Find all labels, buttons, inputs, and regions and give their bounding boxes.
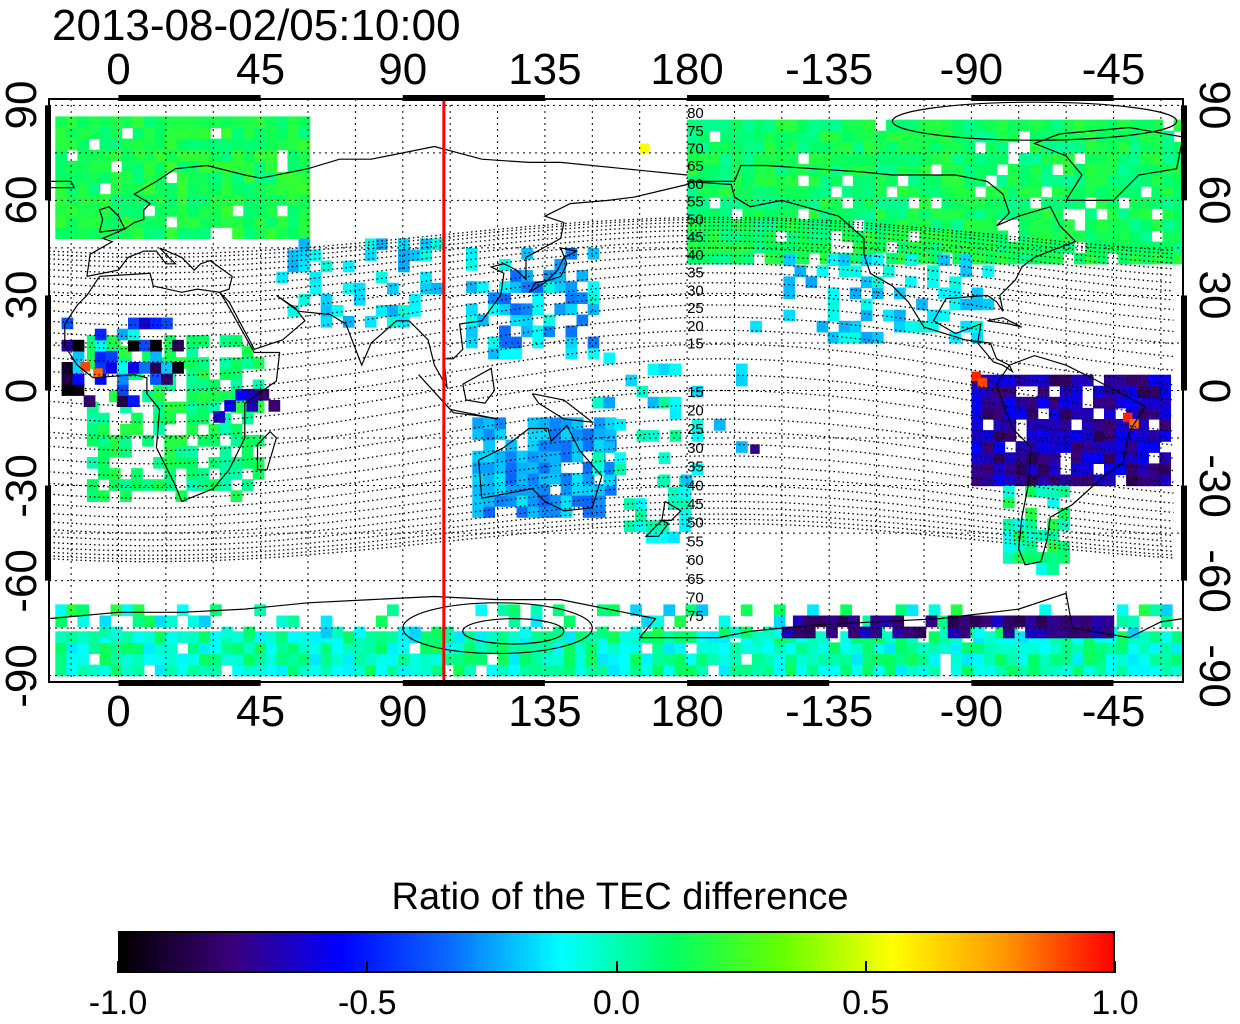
longitude-tick-label: 45 [236,45,286,94]
contour-label: 15 [687,336,704,353]
latitude-tick-label: 0 [1190,378,1239,403]
colorbar-tick-label: 1.0 [1091,984,1139,1022]
contour-label: 50 [687,515,704,532]
contour-label: 40 [687,247,704,264]
contour-label: 55 [687,533,704,550]
longitude-tick-label: -135 [785,687,874,736]
magnetic-latitude-contours: 8075706560555045403530252015152025303540… [49,101,1178,655]
contour-label: 70 [687,590,704,607]
latitude-tick-label: -60 [1190,548,1239,613]
latitude-tick-label: 90 [0,80,46,130]
contour-label: 65 [687,158,704,175]
longitude-tick-label: -45 [1081,687,1146,736]
colorbar-tick-mark [615,961,618,973]
timestamp-title: 2013-08-02/05:10:00 [52,1,461,50]
colorbar-tick-mark [1114,961,1116,973]
longitude-tick-label: -90 [939,45,1004,94]
contour-label: 70 [687,141,704,158]
map-frame [45,95,1187,686]
latitude-tick-label: -30 [1190,453,1239,518]
contour-label: 45 [687,229,704,246]
longitude-tick-label: -135 [785,45,874,94]
contour-label: 30 [687,440,704,457]
longitude-tick-label: 180 [650,687,724,736]
colorbar-tick-label: 0.5 [842,984,890,1022]
longitude-tick-label: 0 [106,45,131,94]
longitude-tick-label: -90 [939,687,1004,736]
longitude-tick-label: 45 [236,687,286,736]
contour-label: 40 [687,477,704,494]
contour-label: 50 [687,212,704,229]
graticule-grid [49,99,1183,682]
latitude-tick-label: 90 [1190,80,1239,130]
latitude-tick-label: 30 [0,270,46,320]
contour-label: 75 [687,123,704,140]
latitude-tick-label: 60 [0,175,46,225]
contour-label: 20 [687,403,704,420]
contour-label: 20 [687,318,704,335]
contour-label: 25 [687,421,704,438]
longitude-tick-label: 135 [508,45,582,94]
contour-label: 45 [687,496,704,513]
contour-label: 15 [687,384,704,401]
colorbar-tick-mark [117,961,119,973]
contour-label: 80 [687,105,704,122]
tec-ratio-patches [55,116,1183,677]
latitude-tick-label: -90 [0,643,46,708]
latitude-tick-label: -30 [0,453,46,518]
colorbar-tick-mark [864,961,867,973]
latitude-tick-label: -90 [1190,643,1239,708]
latitude-tick-label: -60 [0,548,46,613]
longitude-tick-label: 90 [378,45,428,94]
contour-label: 60 [687,176,704,193]
contour-label: 65 [687,571,704,588]
colorbar-tick-mark [366,961,369,973]
longitude-tick-label: 90 [378,687,428,736]
contour-label: 35 [687,265,704,282]
longitude-tick-label: 135 [508,687,582,736]
contour-label: 25 [687,300,704,317]
longitude-tick-label: 180 [650,45,724,94]
latitude-tick-label: 60 [1190,175,1239,225]
colorbar-tick-label: -0.5 [337,984,397,1022]
contour-label: 30 [687,282,704,299]
longitude-tick-label: 0 [106,687,131,736]
latitude-tick-label: 0 [0,378,46,403]
contour-label: 55 [687,194,704,211]
contour-label: 35 [687,459,704,476]
colorbar-tick-label: -1.0 [88,984,148,1022]
latitude-tick-label: 30 [1190,270,1239,320]
contour-label: 60 [687,552,704,569]
colorbar-tick-label: 0.0 [592,984,641,1022]
contour-label: 75 [687,608,704,625]
colorbar-title: Ratio of the TEC difference [391,876,849,918]
longitude-tick-label: -45 [1081,45,1146,94]
